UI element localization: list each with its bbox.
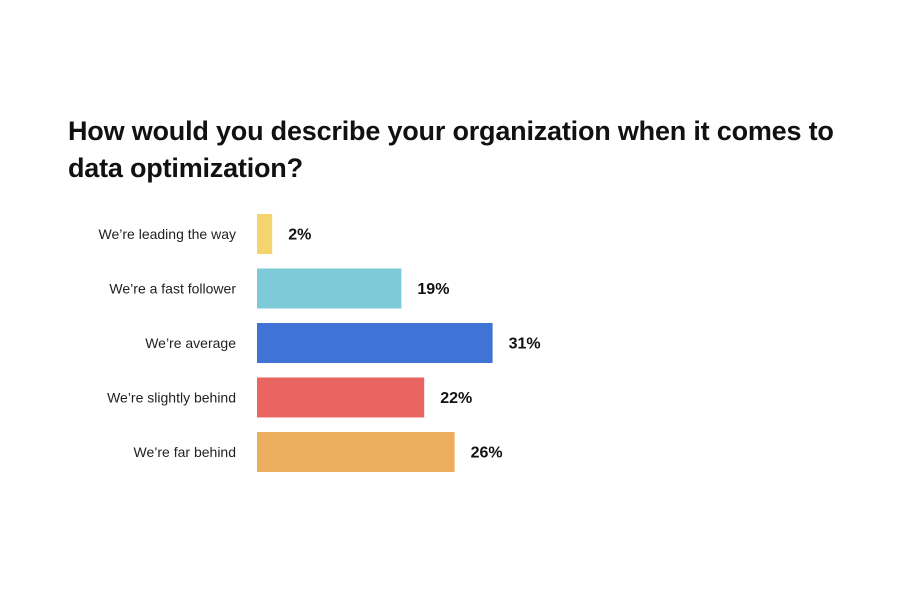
value-labels: 2% 19% 31% 22% 26%	[288, 227, 540, 462]
category-labels: We’re leading the way We’re a fast follow…	[99, 226, 237, 460]
bar	[257, 268, 402, 309]
value-label: 22%	[440, 390, 472, 407]
value-label: 2%	[288, 227, 311, 244]
bar	[257, 377, 425, 418]
bar	[257, 432, 455, 472]
category-label: We’re far behind	[134, 444, 236, 460]
value-label: 19%	[417, 281, 449, 298]
category-label: We’re slightly behind	[107, 390, 236, 406]
bar	[257, 214, 273, 254]
category-label: We’re average	[145, 335, 236, 351]
category-label: We’re leading the way	[99, 226, 236, 242]
chart-title: How would you describe your organization…	[68, 116, 834, 183]
bars	[257, 214, 493, 472]
category-label: We’re a fast follower	[109, 281, 236, 297]
value-label: 31%	[509, 336, 541, 353]
bar	[257, 323, 493, 363]
value-label: 26%	[471, 445, 503, 462]
